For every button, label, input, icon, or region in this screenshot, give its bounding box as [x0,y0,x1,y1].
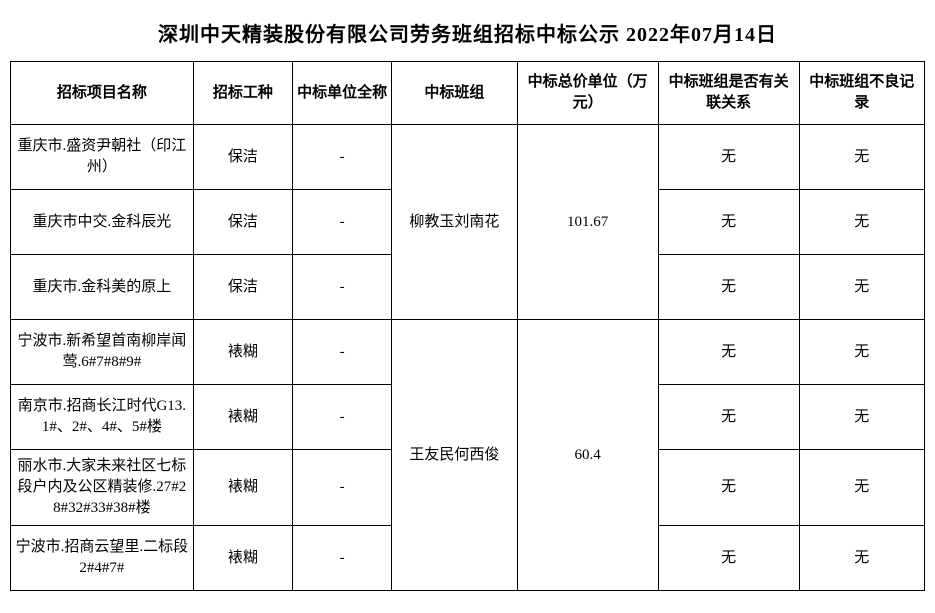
table-row: 宁波市.新希望首南柳岸闻莺.6#7#8#9# 裱糊 - 王友民何西俊 60.4 … [11,320,925,385]
cell-rel: 无 [658,385,799,450]
cell-type: 保洁 [193,255,292,320]
table-header-row: 招标项目名称 招标工种 中标单位全称 中标班组 中标总价单位（万元） 中标班组是… [11,62,925,125]
col-relation: 中标班组是否有关联关系 [658,62,799,125]
cell-project: 重庆市.盛资尹朝社（印江州） [11,125,194,190]
col-unit: 中标单位全称 [293,62,392,125]
col-price: 中标总价单位（万元） [517,62,658,125]
cell-project: 丽水市.大家未来社区七标段户内及公区精装修.27#28#32#33#38#楼 [11,450,194,526]
cell-bad: 无 [799,255,924,320]
cell-project: 宁波市.招商云望里.二标段2#4#7# [11,526,194,591]
col-bad: 中标班组不良记录 [799,62,924,125]
cell-rel: 无 [658,190,799,255]
cell-project: 南京市.招商长江时代G13.1#、2#、4#、5#楼 [11,385,194,450]
cell-unit: - [293,125,392,190]
col-team: 中标班组 [392,62,517,125]
cell-unit: - [293,450,392,526]
bid-table: 招标项目名称 招标工种 中标单位全称 中标班组 中标总价单位（万元） 中标班组是… [10,61,925,591]
cell-bad: 无 [799,125,924,190]
cell-price: 60.4 [517,320,658,591]
cell-type: 裱糊 [193,450,292,526]
cell-unit: - [293,526,392,591]
cell-rel: 无 [658,255,799,320]
cell-price: 101.67 [517,125,658,320]
cell-type: 保洁 [193,125,292,190]
cell-type: 保洁 [193,190,292,255]
cell-project: 重庆市中交.金科辰光 [11,190,194,255]
cell-rel: 无 [658,125,799,190]
cell-bad: 无 [799,190,924,255]
col-project: 招标项目名称 [11,62,194,125]
cell-type: 裱糊 [193,526,292,591]
cell-bad: 无 [799,450,924,526]
cell-unit: - [293,255,392,320]
cell-unit: - [293,385,392,450]
cell-type: 裱糊 [193,385,292,450]
cell-bad: 无 [799,526,924,591]
col-type: 招标工种 [193,62,292,125]
cell-rel: 无 [658,450,799,526]
cell-bad: 无 [799,320,924,385]
cell-bad: 无 [799,385,924,450]
cell-rel: 无 [658,320,799,385]
page-title: 深圳中天精装股份有限公司劳务班组招标中标公示 2022年07月14日 [10,18,925,47]
cell-team: 王友民何西俊 [392,320,517,591]
table-row: 重庆市.盛资尹朝社（印江州） 保洁 - 柳教玉刘南花 101.67 无 无 [11,125,925,190]
cell-project: 宁波市.新希望首南柳岸闻莺.6#7#8#9# [11,320,194,385]
cell-unit: - [293,190,392,255]
cell-type: 裱糊 [193,320,292,385]
cell-rel: 无 [658,526,799,591]
cell-unit: - [293,320,392,385]
cell-team: 柳教玉刘南花 [392,125,517,320]
cell-project: 重庆市.金科美的原上 [11,255,194,320]
